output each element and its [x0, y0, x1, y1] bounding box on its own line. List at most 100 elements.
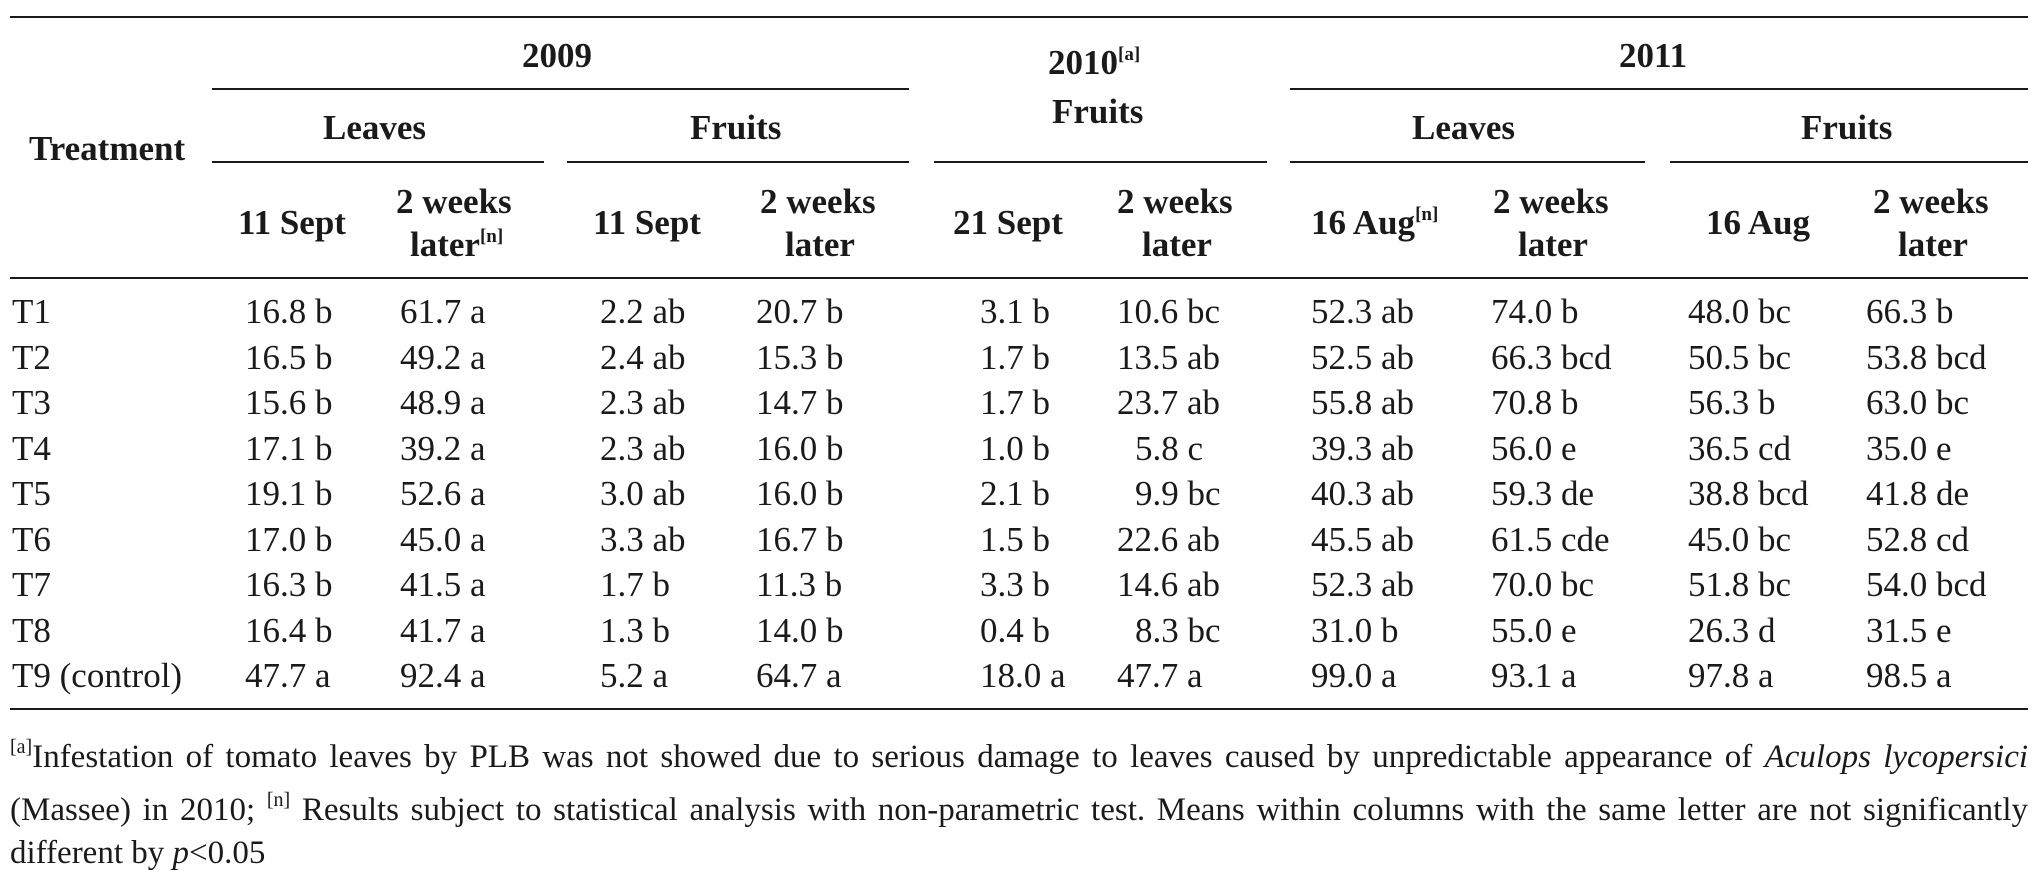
table-cell: 70.8 b: [1491, 383, 1579, 422]
table-cell: 39.2 a: [400, 429, 486, 468]
table-cell: 93.1 a: [1491, 656, 1577, 695]
table-cell: 66.3 b: [1866, 292, 1954, 331]
table-cell: 16.4 b: [245, 611, 333, 650]
table-cell: 16.0 b: [756, 429, 844, 468]
header-2010-fruits-later-l2: later: [1142, 225, 1212, 264]
table-row-treatment: T3: [12, 383, 51, 422]
header-year-2009: 2009: [522, 36, 592, 75]
footnote-n-text: Results subject to statistical analysis …: [10, 792, 2028, 871]
table-cell: 52.5 ab: [1311, 338, 1415, 377]
table-cell: 31.5 e: [1866, 611, 1952, 650]
header-2009-fruits-date: 11 Sept: [593, 203, 701, 242]
table-cell: 19.1 b: [245, 474, 333, 513]
header-2009-fruits: Fruits: [690, 108, 782, 147]
table-cell: 97.8 a: [1688, 656, 1774, 695]
rule-2011: [1290, 88, 2028, 90]
table-cell: 38.8 bcd: [1688, 474, 1809, 513]
table-cell: 53.8 bcd: [1866, 338, 1987, 377]
table-cell: 18.0 a: [980, 656, 1066, 695]
table-cell: 2.3 ab: [600, 383, 686, 422]
table-cell: 52.3 ab: [1311, 292, 1415, 331]
table-cell: 2.2 ab: [600, 292, 686, 331]
table-cell: 2.4 ab: [600, 338, 686, 377]
bottom-rule: [10, 708, 2028, 710]
header-year-2011: 2011: [1619, 36, 1688, 75]
table-cell: 70.0 bc: [1491, 565, 1595, 604]
table-cell: 51.8 bc: [1688, 565, 1792, 604]
table-cell: 50.5 bc: [1688, 338, 1792, 377]
header-2009-fruits-later-l2: later: [785, 225, 855, 264]
footnote-n-marker: [n]: [266, 789, 291, 811]
header-2011-fruits-later-l2: later: [1898, 225, 1968, 264]
header-2011-fruits-later-l1: 2 weeks: [1873, 182, 1989, 221]
table-cell: 74.0 b: [1491, 292, 1579, 331]
year-2010-label: 2010: [1048, 43, 1118, 82]
table-cell: 41.7 a: [400, 611, 486, 650]
footnote-p-value: <0.05: [189, 835, 266, 871]
table-cell: 14.6 ab: [1117, 565, 1221, 604]
table-cell: 8.3 bc: [1135, 611, 1221, 650]
table-cell: 1.5 b: [980, 520, 1050, 559]
table-cell: 48.9 a: [400, 383, 486, 422]
table-cell: 98.5 a: [1866, 656, 1952, 695]
table-row-treatment: T5: [12, 474, 51, 513]
date-16-aug-label: 16 Aug: [1311, 203, 1416, 242]
table-cell: 55.0 e: [1491, 611, 1577, 650]
table-cell: 16.0 b: [756, 474, 844, 513]
table-cell: 55.8 ab: [1311, 383, 1415, 422]
rule-2011-fruits: [1670, 161, 2028, 163]
later-label: later: [410, 225, 480, 264]
table-cell: 45.0 a: [400, 520, 486, 559]
year-2010-note: [a]: [1118, 44, 1141, 65]
table-row-treatment: T2: [12, 338, 51, 377]
table-cell: 26.3 d: [1688, 611, 1776, 650]
header-2009-leaves-date: 11 Sept: [238, 203, 346, 242]
header-2011-leaves-later-l2: later: [1518, 225, 1588, 264]
top-rule: [10, 16, 2028, 18]
table-cell: 5.8 c: [1135, 429, 1204, 468]
table-cell: 66.3 bcd: [1491, 338, 1612, 377]
table-cell: 45.0 bc: [1688, 520, 1792, 559]
table-cell: 64.7 a: [756, 656, 842, 695]
table-cell: 2.1 b: [980, 474, 1050, 513]
table-cell: 39.3 ab: [1311, 429, 1415, 468]
table-cell: 99.0 a: [1311, 656, 1397, 695]
rule-2009: [212, 88, 909, 90]
table-cell: 61.7 a: [400, 292, 486, 331]
table-cell: 40.3 ab: [1311, 474, 1415, 513]
table-cell: 1.3 b: [600, 611, 670, 650]
table-row-treatment: T4: [12, 429, 51, 468]
table-cell: 5.2 a: [600, 656, 669, 695]
footnote-a-text-2: (Massee) in 2010;: [10, 792, 267, 828]
table-cell: 16.8 b: [245, 292, 333, 331]
header-treatment: Treatment: [29, 129, 186, 168]
table-cell: 16.3 b: [245, 565, 333, 604]
header-2011-fruits: Fruits: [1801, 108, 1893, 147]
table-cell: 16.5 b: [245, 338, 333, 377]
table-row-treatment: T7: [12, 565, 51, 604]
rule-2011-leaves: [1290, 161, 1645, 163]
table-row-treatment: T1: [12, 292, 51, 331]
table-cell: 1.7 b: [600, 565, 670, 604]
table-cell: 31.0 b: [1311, 611, 1399, 650]
header-2010-fruits: Fruits: [1052, 92, 1144, 131]
table-cell: 41.8 de: [1866, 474, 1970, 513]
table-cell: 3.3 ab: [600, 520, 686, 559]
table-cell: 56.0 e: [1491, 429, 1577, 468]
header-2011-leaves: Leaves: [1412, 108, 1516, 147]
table-cell: 23.7 ab: [1117, 383, 1221, 422]
table-cell: 16.7 b: [756, 520, 844, 559]
header-2009-leaves: Leaves: [323, 108, 427, 147]
table-cell: 15.6 b: [245, 383, 333, 422]
table-cell: 20.7 b: [756, 292, 844, 331]
header-2010-fruits-later-l1: 2 weeks: [1117, 182, 1233, 221]
footnote-p-symbol: p: [172, 835, 190, 871]
table-cell: 47.7 a: [245, 656, 331, 695]
table-cell: 48.0 bc: [1688, 292, 1792, 331]
rule-2009-leaves: [212, 161, 544, 163]
table-cell: 13.5 ab: [1117, 338, 1221, 377]
table-row-treatment: T8: [12, 611, 51, 650]
table-cell: 10.6 bc: [1117, 292, 1221, 331]
table-cell: 63.0 bc: [1866, 383, 1970, 422]
header-2009-fruits-later-l1: 2 weeks: [760, 182, 876, 221]
